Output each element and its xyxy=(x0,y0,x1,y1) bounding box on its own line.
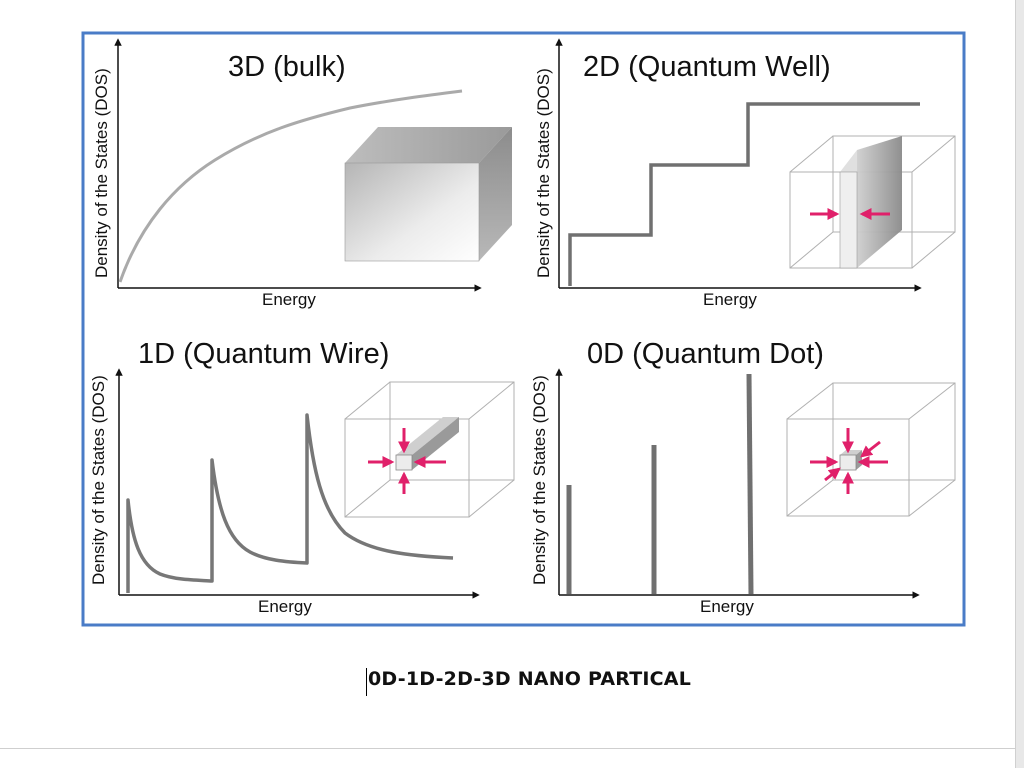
page-divider xyxy=(0,748,1016,749)
panel-title-3d: 3D (bulk) xyxy=(228,51,346,83)
dos-curve-3d xyxy=(118,89,463,283)
x-label-0d: Energy xyxy=(700,597,754,616)
y-label-3d: Density of the States (DOS) xyxy=(92,68,111,278)
panel-title-2d: 2D (Quantum Well) xyxy=(583,51,831,83)
panel-3d: 3D (bulk) Energy Density of the States (… xyxy=(92,38,512,309)
y-label-0d: Density of the States (DOS) xyxy=(530,375,549,585)
x-label-2d: Energy xyxy=(703,290,757,309)
dot-confinement-arrows xyxy=(810,428,888,494)
dos-curve-1d xyxy=(126,413,454,593)
figure-caption: 0D-1D-2D-3D NANO PARTICAL xyxy=(368,668,692,690)
text-cursor xyxy=(366,668,367,696)
wire-confinement-arrows xyxy=(368,428,446,494)
dos-spikes-0d xyxy=(566,373,754,595)
panel-1d: 1D (Quantum Wire) Energy Density of the … xyxy=(89,338,515,616)
panel-title-0d: 0D (Quantum Dot) xyxy=(587,338,824,370)
quantum-wire-box xyxy=(344,381,515,518)
y-label-2d: Density of the States (DOS) xyxy=(534,68,553,278)
bulk-cube xyxy=(344,127,512,262)
quantum-dot-cube xyxy=(839,450,862,471)
panel-2d: 2D (Quantum Well) Energy Density of the … xyxy=(534,38,956,309)
x-label-3d: Energy xyxy=(262,290,316,309)
panel-0d: 0D (Quantum Dot) Energy Density of the S… xyxy=(530,338,956,616)
scrollbar[interactable] xyxy=(1015,0,1024,768)
dos-figure: 3D (bulk) Energy Density of the States (… xyxy=(81,31,966,627)
quantum-well-slab xyxy=(839,136,902,269)
y-label-1d: Density of the States (DOS) xyxy=(89,375,108,585)
panel-title-1d: 1D (Quantum Wire) xyxy=(138,338,389,370)
figure-frame xyxy=(81,31,966,627)
x-label-1d: Energy xyxy=(258,597,312,616)
quantum-dot-box xyxy=(786,382,956,517)
dos-curve-2d xyxy=(568,102,920,286)
dos-spike-3 xyxy=(746,373,754,595)
